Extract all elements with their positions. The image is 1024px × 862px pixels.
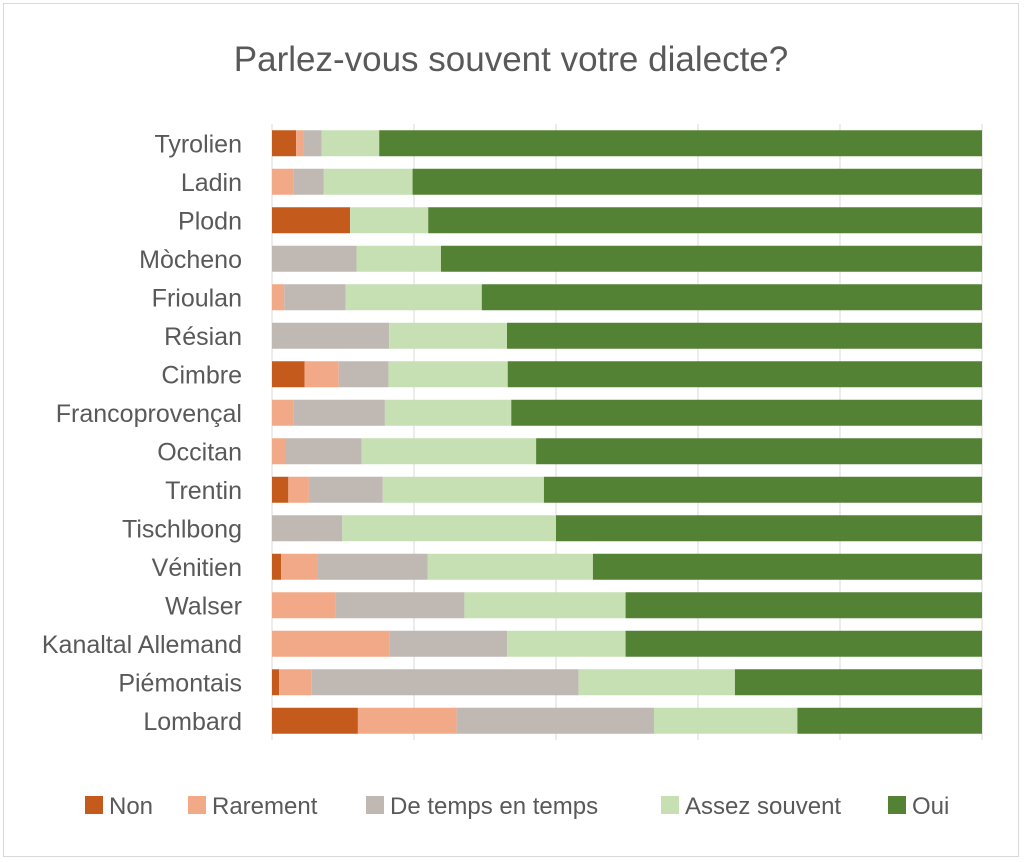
bar-segment [653, 707, 798, 734]
category-label: Trentin [165, 477, 242, 505]
bar-segment [342, 515, 556, 542]
bar-segment [285, 438, 362, 465]
bar-segment [293, 168, 324, 195]
bar-segment [279, 669, 312, 696]
bar-segment [797, 707, 982, 734]
bar-segment [536, 438, 982, 465]
bar-segment [338, 361, 389, 388]
category-label: Ladin [181, 169, 242, 197]
legend-label: Rarement [212, 793, 318, 820]
bar-segment [272, 515, 343, 542]
bar-segment [511, 399, 982, 426]
bar-segment [272, 245, 357, 272]
bar-segment [308, 476, 383, 503]
bar-segment [293, 399, 385, 426]
bar-segment [384, 399, 512, 426]
bar-segment [440, 245, 983, 272]
bar-segment [284, 284, 346, 311]
bar-segment [464, 592, 626, 619]
legend-swatch [888, 796, 906, 814]
bar-segment [272, 361, 305, 388]
category-label: Tyrolien [154, 130, 242, 158]
bar-segment [578, 669, 735, 696]
legend-label: Non [109, 793, 153, 820]
bar-segment [734, 669, 982, 696]
bar-segment [272, 207, 351, 234]
bar-segment [389, 322, 508, 349]
bar-segment [281, 553, 318, 580]
bar-segment [389, 630, 508, 657]
bar-segment [272, 168, 294, 195]
bar-segment [296, 130, 304, 157]
bar-segment [427, 553, 593, 580]
bar-segment [272, 438, 286, 465]
category-label: Mòcheno [139, 246, 242, 274]
bar-segment [507, 630, 626, 657]
bar-segment [356, 245, 441, 272]
legend-swatch [366, 796, 384, 814]
category-label: Occitan [157, 438, 242, 466]
bar-segment [272, 553, 282, 580]
legend: Non Rarement De temps en temps Assez souven… [85, 793, 949, 820]
legend-label: Oui [912, 793, 949, 820]
bar-segment [317, 553, 428, 580]
bar-segment [357, 707, 457, 734]
bar-segment [507, 361, 982, 388]
category-label: Tischlbong [122, 515, 242, 543]
legend-swatch [188, 796, 206, 814]
bar-segment [272, 592, 336, 619]
bar-segment [428, 207, 982, 234]
bar-segment [304, 361, 339, 388]
category-label: Lombard [143, 708, 242, 736]
bar-segment [361, 438, 537, 465]
legend-label: De temps en temps [390, 793, 598, 820]
bar-segment [382, 476, 544, 503]
category-label: Vénitien [152, 554, 242, 582]
category-label: Piémontais [118, 669, 242, 697]
bar-segment [592, 553, 982, 580]
bar-segment [481, 284, 982, 311]
category-label: Résian [164, 323, 242, 351]
bar-segment [543, 476, 982, 503]
category-label: Plodn [178, 207, 242, 235]
bar-segment [350, 207, 429, 234]
bar-segment [272, 284, 285, 311]
category-label: Frioulan [152, 284, 242, 312]
chart-title: Parlez-vous souvent votre dialecte? [234, 40, 788, 79]
bar-segment [625, 630, 982, 657]
bar-segment [272, 707, 358, 734]
bar-segment [272, 399, 294, 426]
bar-segment [303, 130, 322, 157]
bar-segment [323, 168, 413, 195]
bar-segment [311, 669, 579, 696]
bar-segment [345, 284, 482, 311]
bar-segment [625, 592, 982, 619]
legend-swatch [85, 796, 103, 814]
legend-swatch [661, 796, 679, 814]
category-label: Francoprovençal [56, 400, 242, 428]
bar-segment [556, 515, 982, 542]
bar-segment [272, 630, 390, 657]
bar-segment [388, 361, 508, 388]
category-labels: Tyrolien Ladin Plodn Mòcheno Frioulan Résian C… [42, 130, 242, 736]
bar-segment [288, 476, 309, 503]
bar-segment [272, 476, 289, 503]
bar-segment [321, 130, 380, 157]
bars [272, 130, 983, 734]
bar-segment [507, 322, 982, 349]
category-label: Walser [165, 592, 242, 620]
bar-segment [272, 322, 390, 349]
bar-segment [272, 130, 297, 157]
bar-segment [272, 669, 280, 696]
category-label: Cimbre [161, 361, 242, 389]
bar-segment [456, 707, 654, 734]
legend-label: Assez souvent [685, 793, 841, 820]
bar-segment [335, 592, 465, 619]
bar-segment [412, 168, 983, 195]
bar-segment [379, 130, 983, 157]
category-label: Kanaltal Allemand [42, 631, 242, 659]
